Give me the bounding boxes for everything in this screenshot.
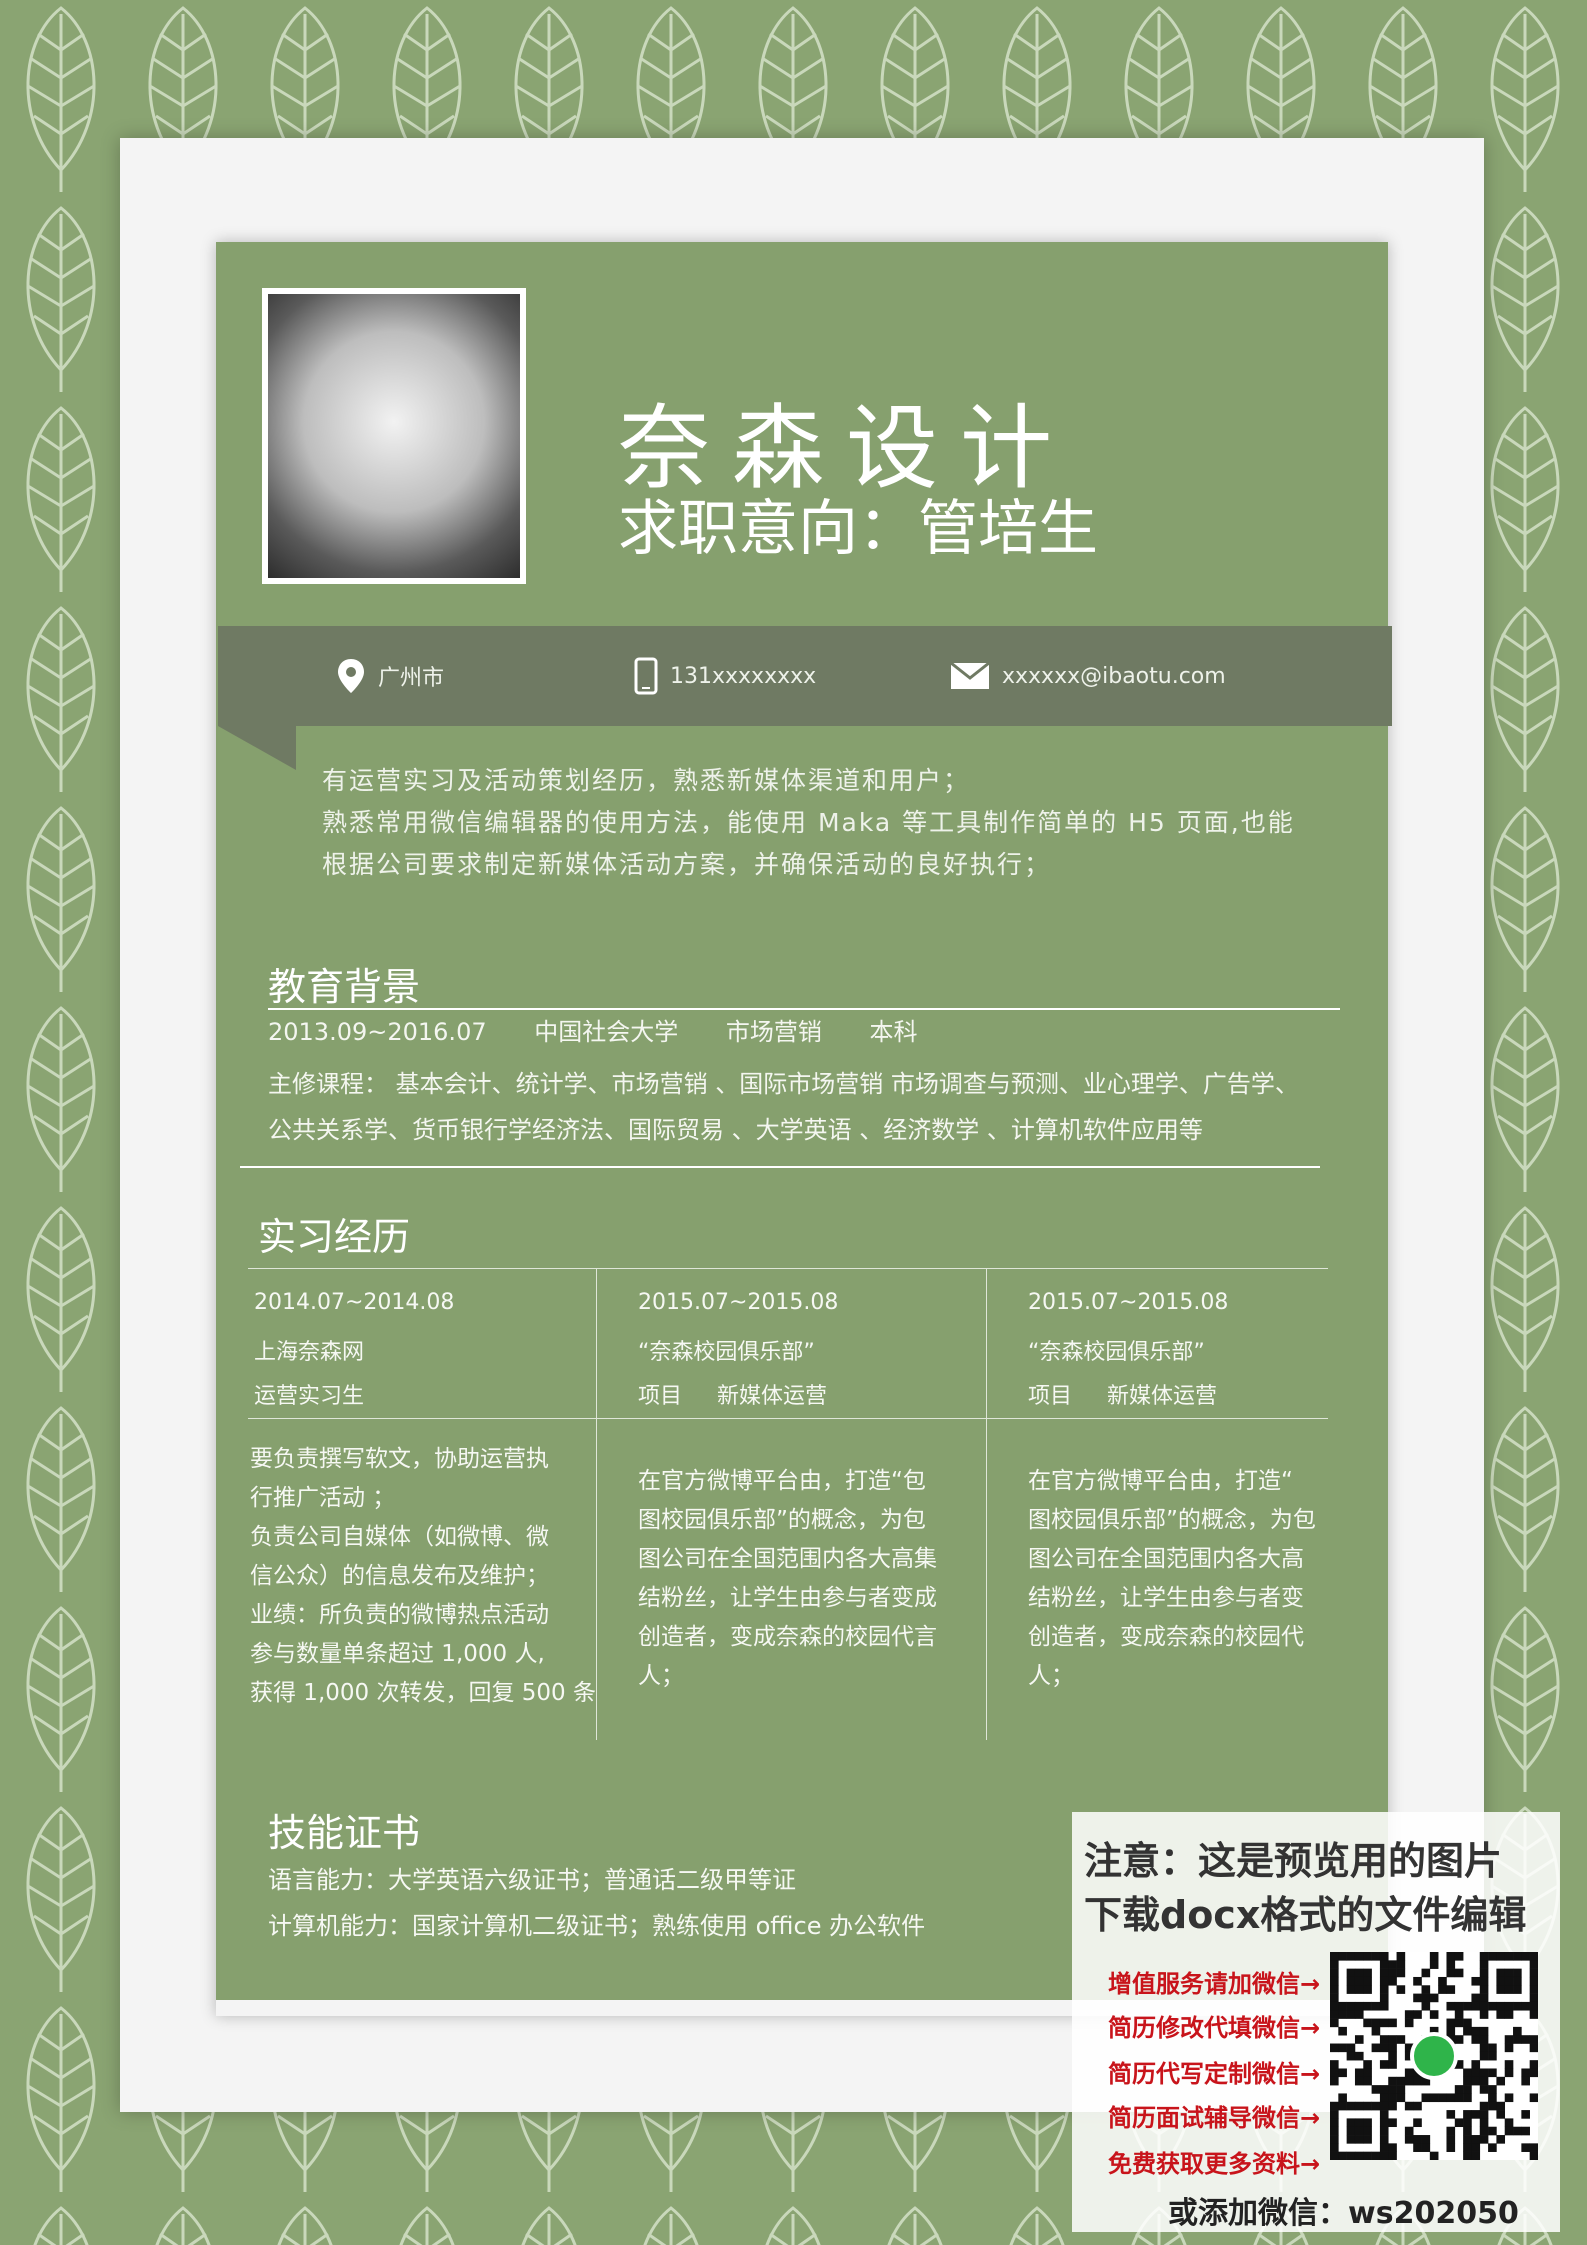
desc-line: 获得 1,000 次转发，回复 500 条	[250, 1680, 596, 1706]
education-degree: 本科	[869, 1018, 918, 1046]
contact-email: xxxxxx@ibaotu.com	[950, 626, 1226, 726]
internship-desc: 在官方微博平台由，打造“包 图校园俱乐部”的概念，为包 图公司在全国范围内各大高…	[638, 1462, 937, 1696]
location-pin-icon	[338, 659, 364, 693]
education-row: 2013.09~2016.07 中国社会大学 市场营销 本科	[268, 1012, 958, 1047]
section-divider	[240, 1166, 1320, 1168]
desc-line: 在官方微博平台由，打造“包	[638, 1468, 926, 1494]
location-text: 广州市	[378, 666, 445, 691]
service-link[interactable]: 免费获取更多资料→	[1108, 2150, 1321, 2178]
qr-code-icon	[1330, 1952, 1539, 2161]
internship-desc: 要负责撰写软文，协助运营执 行推广活动 ； 负责公司自媒体（如微博、微 信公众）…	[250, 1440, 596, 1713]
desc-line: 参与数量单条超过 1,000 人,	[250, 1641, 545, 1667]
internship-org: “奈森校园俱乐部”	[1028, 1340, 1205, 1365]
internship-column: 2015.07~2015.08 “奈森校园俱乐部” 项目 新媒体运营 在官方微博…	[596, 1268, 986, 1740]
ribbon-fold	[218, 726, 296, 770]
summary-line: 熟悉常用微信编辑器的使用方法，能使用 Maka 等工具制作简单的 H5 页面,也…	[322, 808, 1295, 837]
courses-line: 主修课程： 基本会计、统计学、市场营销 、国际市场营销 市场调查与预测、业心理学…	[268, 1070, 1299, 1098]
internship-org: 上海奈森网	[254, 1340, 365, 1365]
preview-notice: 注意：这是预览用的图片 下载docx格式的文件编辑 增值服务请加微信→ 简历修改…	[1072, 1812, 1560, 2232]
service-link[interactable]: 增值服务请加微信→	[1108, 1970, 1321, 1998]
desc-line: 图校园俱乐部”的概念，为包	[638, 1507, 926, 1533]
desc-line: 要负责撰写软文，协助运营执	[250, 1446, 549, 1472]
service-link[interactable]: 简历修改代填微信→	[1108, 2014, 1321, 2042]
internship-role: 运营实习生	[254, 1384, 365, 1409]
desc-line: 图校园俱乐部”的概念，为包	[1028, 1507, 1316, 1533]
desc-line: 人；	[1028, 1663, 1074, 1689]
contact-bar: 广州市 131xxxxxxxx xxxxxx@ibaotu.com	[218, 626, 1392, 726]
education-period: 2013.09~2016.07	[268, 1018, 487, 1046]
education-school: 中国社会大学	[534, 1018, 679, 1046]
candidate-name: 奈森设计	[618, 395, 1075, 502]
table-top-line	[248, 1268, 1328, 1269]
contact-phone: 131xxxxxxxx	[634, 626, 816, 726]
internship-period: 2014.07~2014.08	[254, 1290, 455, 1315]
education-divider	[268, 1008, 1340, 1010]
desc-line: 结粉丝，让学生由参与者变	[1028, 1585, 1304, 1611]
internship-period: 2015.07~2015.08	[1028, 1290, 1229, 1315]
internship-column: 2014.07~2014.08 上海奈森网 运营实习生 要负责撰写软文，协助运营…	[248, 1268, 596, 1740]
contact-location: 广州市	[336, 626, 444, 726]
desc-line: 在官方微博平台由，打造“	[1028, 1468, 1293, 1494]
notice-line: 下载docx格式的文件编辑	[1084, 1893, 1527, 1937]
self-summary: 有运营实习及活动策划经历，熟悉新媒体渠道和用户； 熟悉常用微信编辑器的使用方法，…	[322, 760, 1342, 886]
profile-photo	[262, 288, 526, 584]
table-mid-line	[248, 1418, 1328, 1419]
mail-icon	[950, 662, 990, 689]
service-link[interactable]: 简历代写定制微信→	[1108, 2060, 1321, 2088]
desc-line: 图公司在全国范围内各大高	[1028, 1546, 1304, 1572]
column-divider	[986, 1268, 987, 1740]
internship-role: 项目 新媒体运营	[1028, 1384, 1217, 1409]
phone-icon	[634, 657, 658, 695]
service-link[interactable]: 简历面试辅导微信→	[1108, 2104, 1321, 2132]
desc-line: 信公众）的信息发布及维护；	[250, 1563, 549, 1589]
desc-line: 负责公司自媒体（如微博、微	[250, 1524, 549, 1550]
internship-role: 项目 新媒体运营	[638, 1384, 827, 1409]
courses-line: 公共关系学、货币银行学经济法、国际贸易 、大学英语 、经济数学 、计算机软件应用…	[268, 1116, 1203, 1144]
wechat-id: 或添加微信：ws202050	[1168, 2196, 1519, 2231]
desc-line: 行推广活动 ；	[250, 1485, 396, 1511]
summary-line: 有运营实习及活动策划经历，熟悉新媒体渠道和用户；	[322, 766, 971, 795]
desc-line: 结粉丝，让学生由参与者变成	[638, 1585, 937, 1611]
internship-table: 2014.07~2014.08 上海奈森网 运营实习生 要负责撰写软文，协助运营…	[248, 1268, 1328, 1740]
internship-column: 2015.07~2015.08 “奈森校园俱乐部” 项目 新媒体运营 在官方微博…	[986, 1268, 1328, 1740]
phone-text: 131xxxxxxxx	[670, 663, 817, 689]
skill-computer: 计算机能力：国家计算机二级证书；熟练使用 office 办公软件	[268, 1912, 926, 1940]
skill-language: 语言能力：大学英语六级证书；普通话二级甲等证	[268, 1866, 796, 1894]
education-title: 教育背景	[268, 965, 421, 1009]
internship-period: 2015.07~2015.08	[638, 1290, 839, 1315]
internship-desc: 在官方微博平台由，打造“ 图校园俱乐部”的概念，为包 图公司在全国范围内各大高 …	[1028, 1462, 1316, 1696]
internship-org: “奈森校园俱乐部”	[638, 1340, 815, 1365]
notice-line: 注意：这是预览用的图片	[1084, 1839, 1503, 1883]
internship-title: 实习经历	[258, 1215, 411, 1259]
column-divider	[596, 1268, 597, 1740]
email-text: xxxxxx@ibaotu.com	[1002, 663, 1226, 689]
desc-line: 业绩：所负责的微博热点活动	[250, 1602, 549, 1628]
avatar	[268, 294, 520, 578]
desc-line: 创造者，变成奈森的校园代言	[638, 1624, 937, 1650]
skills-title: 技能证书	[268, 1811, 421, 1855]
desc-line: 创造者，变成奈森的校园代	[1028, 1624, 1304, 1650]
qr-code[interactable]	[1330, 1952, 1539, 2161]
summary-line: 根据公司要求制定新媒体活动方案，并确保活动的良好执行；	[322, 850, 1052, 879]
job-intent: 求职意向：管培生	[618, 494, 1098, 564]
desc-line: 人；	[638, 1663, 684, 1689]
education-major: 市场营销	[725, 1018, 822, 1046]
desc-line: 图公司在全国范围内各大高集	[638, 1546, 937, 1572]
